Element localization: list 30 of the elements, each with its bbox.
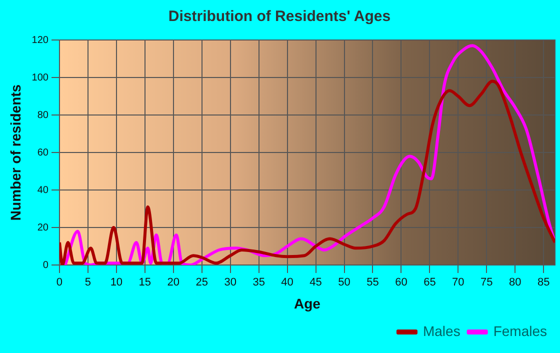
y-axis-title: Number of residents — [7, 84, 24, 221]
x-tick-label: 50 — [338, 276, 350, 289]
y-tick-label: 0 — [42, 260, 49, 271]
y-tick-label: 60 — [37, 147, 49, 158]
x-tick-label: 45 — [310, 276, 322, 289]
x-tick-label: 15 — [138, 276, 152, 289]
x-tick-label: 10 — [110, 276, 123, 289]
x-tick-label: 80 — [509, 276, 522, 289]
x-tick-label: 55 — [366, 276, 379, 289]
y-tick-label: 20 — [37, 222, 49, 234]
chart-title: Distribution of Residents' Ages — [168, 8, 391, 26]
legend-label: Males — [422, 322, 460, 339]
legend-label: Females — [493, 322, 548, 339]
x-axis-title: Age — [294, 295, 321, 312]
x-tick-label: 75 — [480, 276, 493, 289]
x-tick-label: 20 — [167, 276, 180, 289]
x-tick-label: 5 — [84, 276, 92, 289]
x-tick-label: 30 — [224, 276, 236, 289]
x-tick-label: 70 — [452, 276, 464, 289]
x-tick-label: 40 — [281, 276, 294, 289]
x-tick-label: 25 — [196, 276, 208, 289]
x-tick-label: 35 — [252, 276, 265, 289]
x-tick-label: 85 — [537, 276, 550, 289]
y-tick-label: 80 — [37, 110, 49, 121]
x-tick-label: 0 — [56, 276, 63, 289]
x-tick-label: 60 — [395, 276, 408, 289]
x-tick-label: 65 — [424, 276, 436, 289]
y-tick-label: 40 — [37, 184, 49, 196]
y-tick-label: 100 — [32, 72, 49, 84]
y-tick-label: 120 — [32, 34, 49, 46]
